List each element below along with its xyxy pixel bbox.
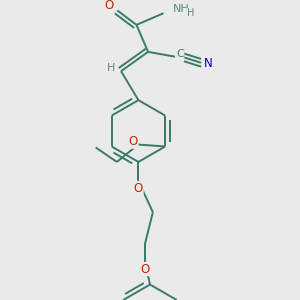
Text: H: H bbox=[107, 63, 116, 73]
Text: O: O bbox=[129, 135, 138, 148]
Text: N: N bbox=[204, 57, 212, 70]
Text: O: O bbox=[134, 182, 143, 194]
Text: O: O bbox=[140, 262, 150, 276]
Text: O: O bbox=[105, 0, 114, 12]
Text: NH: NH bbox=[173, 4, 190, 14]
Text: H: H bbox=[187, 8, 194, 18]
Text: C: C bbox=[176, 49, 184, 59]
